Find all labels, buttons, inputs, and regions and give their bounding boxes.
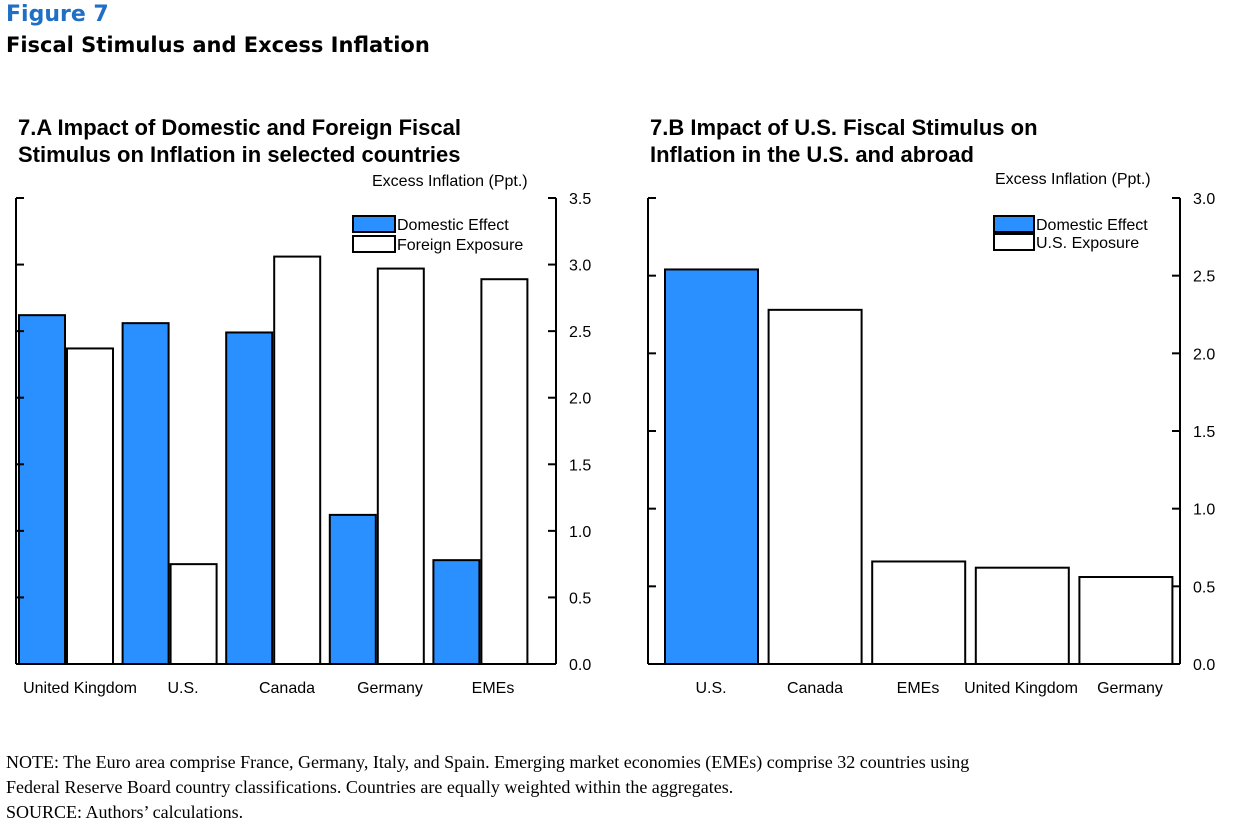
panel-a-y-tick-label: 2.0 — [569, 391, 591, 408]
note-line-2: Federal Reserve Board country classifica… — [6, 777, 734, 797]
panel-b-bar-u-s--domestic — [664, 268, 759, 665]
panel-b-y-tick-label: 3.0 — [1193, 191, 1215, 208]
panel-a-legend-label: Domestic Effect — [397, 217, 509, 234]
note-line-1: NOTE: The Euro area comprise France, Ger… — [6, 752, 970, 772]
panel-a-y-tick-label: 0.5 — [569, 590, 591, 607]
panel-a-y-tick-label: 3.0 — [569, 258, 591, 275]
panel-a-title: 7.A Impact of Domestic and Foreign Fisca… — [18, 114, 461, 168]
panel-a-title-line2: Stimulus on Inflation in selected countr… — [18, 142, 461, 167]
panel-b-legend-swatch-domestic — [993, 215, 1035, 233]
panel-a-category-label: Canada — [259, 680, 315, 697]
panel-a-y-tick-label: 1.5 — [569, 457, 591, 474]
panel-b-legend-label: U.S. Exposure — [1036, 235, 1139, 252]
panel-b-y-tick-label: 0.5 — [1193, 579, 1215, 596]
notes: NOTE: The Euro area comprise France, Ger… — [6, 750, 969, 825]
panel-b-y-axis-label: Excess Inflation (Ppt.) — [995, 171, 1151, 188]
panel-a-bar-germany-domestic — [328, 513, 377, 665]
panel-b-legend-swatch-exposure — [993, 233, 1035, 251]
panel-b-bar-canada-us-exposure — [767, 308, 863, 665]
panel-b-legend-label: Domestic Effect — [1036, 217, 1148, 234]
panel-a-bar-united-kingdom-foreign — [66, 347, 114, 665]
panel-b-bar-united-kingdom-us-exposure — [974, 566, 1070, 666]
panel-a-category-label: United Kingdom — [23, 680, 137, 697]
panel-b-bar-germany-us-exposure — [1078, 576, 1174, 665]
panel-a-legend-swatch-exposure — [352, 235, 396, 253]
source-line: SOURCE: Authors’ calculations. — [6, 802, 244, 822]
panel-a-bar-u-s--domestic — [121, 322, 170, 665]
panel-b-title-line1: 7.B Impact of U.S. Fiscal Stimulus on — [650, 115, 1038, 140]
panel-b-y-tick-label: 0.0 — [1193, 657, 1215, 674]
panel-a-title-line1: 7.A Impact of Domestic and Foreign Fisca… — [18, 115, 461, 140]
panel-a-bar-emes-domestic — [432, 559, 481, 665]
panel-b-category-label: EMEs — [897, 680, 940, 697]
panel-a-bar-germany-foreign — [376, 267, 425, 665]
panel-b-category-label: Canada — [787, 680, 843, 697]
panel-a-bar-u-s--foreign — [169, 563, 218, 666]
panel-a-bar-emes-foreign — [480, 278, 529, 665]
panel-a-bar-united-kingdom-domestic — [18, 314, 66, 665]
panel-a-category-label: Germany — [357, 680, 423, 697]
panel-a-bar-canada-domestic — [225, 331, 274, 665]
panel-a-bar-canada-foreign — [273, 255, 322, 665]
panel-b-y-tick-label: 1.5 — [1193, 424, 1215, 441]
panel-a-y-tick-label: 1.0 — [569, 524, 591, 541]
figure-label: Figure 7 — [6, 2, 109, 27]
panel-b-category-label: U.S. — [695, 680, 726, 697]
panel-b-category-label: Germany — [1097, 680, 1163, 697]
panel-b-bar-emes-us-exposure — [871, 560, 967, 665]
panel-b-title: 7.B Impact of U.S. Fiscal Stimulus on In… — [650, 114, 1038, 168]
panel-b-y-tick-label: 2.0 — [1193, 346, 1215, 363]
panel-b-y-tick-label: 2.5 — [1193, 269, 1215, 286]
panel-a-y-tick-label: 3.5 — [569, 191, 591, 208]
panel-a-category-label: U.S. — [167, 680, 198, 697]
panel-a-legend-label: Foreign Exposure — [397, 237, 523, 254]
panel-a-y-tick-label: 0.0 — [569, 657, 591, 674]
panel-a-legend-swatch-domestic — [352, 215, 396, 233]
panel-b-title-line2: Inflation in the U.S. and abroad — [650, 142, 974, 167]
panel-a-y-axis-label: Excess Inflation (Ppt.) — [372, 173, 528, 190]
panel-a-y-tick-label: 2.5 — [569, 324, 591, 341]
panel-b-category-label: United Kingdom — [964, 680, 1078, 697]
figure-title: Fiscal Stimulus and Excess Inflation — [6, 33, 430, 57]
panel-b-y-tick-label: 1.0 — [1193, 502, 1215, 519]
panel-a-category-label: EMEs — [472, 680, 515, 697]
